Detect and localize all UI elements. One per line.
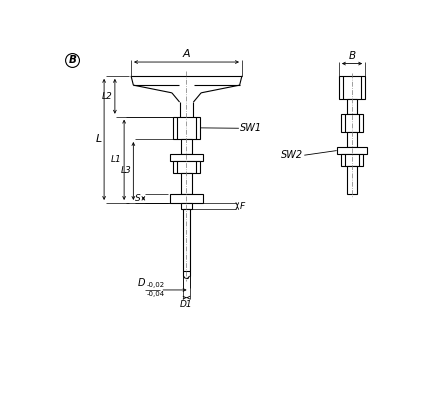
Text: B: B xyxy=(68,55,76,66)
Text: D1: D1 xyxy=(180,300,193,309)
Bar xyxy=(184,209,190,271)
Bar xyxy=(174,161,200,173)
Bar xyxy=(347,99,357,115)
Text: SW2: SW2 xyxy=(281,150,303,160)
Bar xyxy=(170,154,203,161)
Text: L3: L3 xyxy=(120,166,131,175)
Bar xyxy=(347,132,357,147)
Bar xyxy=(181,139,192,154)
Bar xyxy=(173,117,201,139)
Bar xyxy=(341,115,363,132)
Text: S: S xyxy=(135,194,141,203)
Bar xyxy=(339,76,365,99)
Text: D: D xyxy=(138,278,146,288)
Bar xyxy=(170,194,204,203)
Bar xyxy=(181,173,192,194)
Bar xyxy=(347,166,357,194)
Text: -0,02: -0,02 xyxy=(146,282,164,288)
Text: L: L xyxy=(95,134,102,145)
Bar xyxy=(341,154,363,166)
Text: A: A xyxy=(183,49,190,59)
Text: -0,04: -0,04 xyxy=(146,291,164,297)
Text: F: F xyxy=(240,201,245,211)
Bar xyxy=(337,147,368,154)
Bar xyxy=(181,203,192,209)
Text: L1: L1 xyxy=(111,155,122,164)
Text: B: B xyxy=(348,51,356,61)
Text: L2: L2 xyxy=(102,92,112,101)
Text: SW1: SW1 xyxy=(240,123,262,133)
